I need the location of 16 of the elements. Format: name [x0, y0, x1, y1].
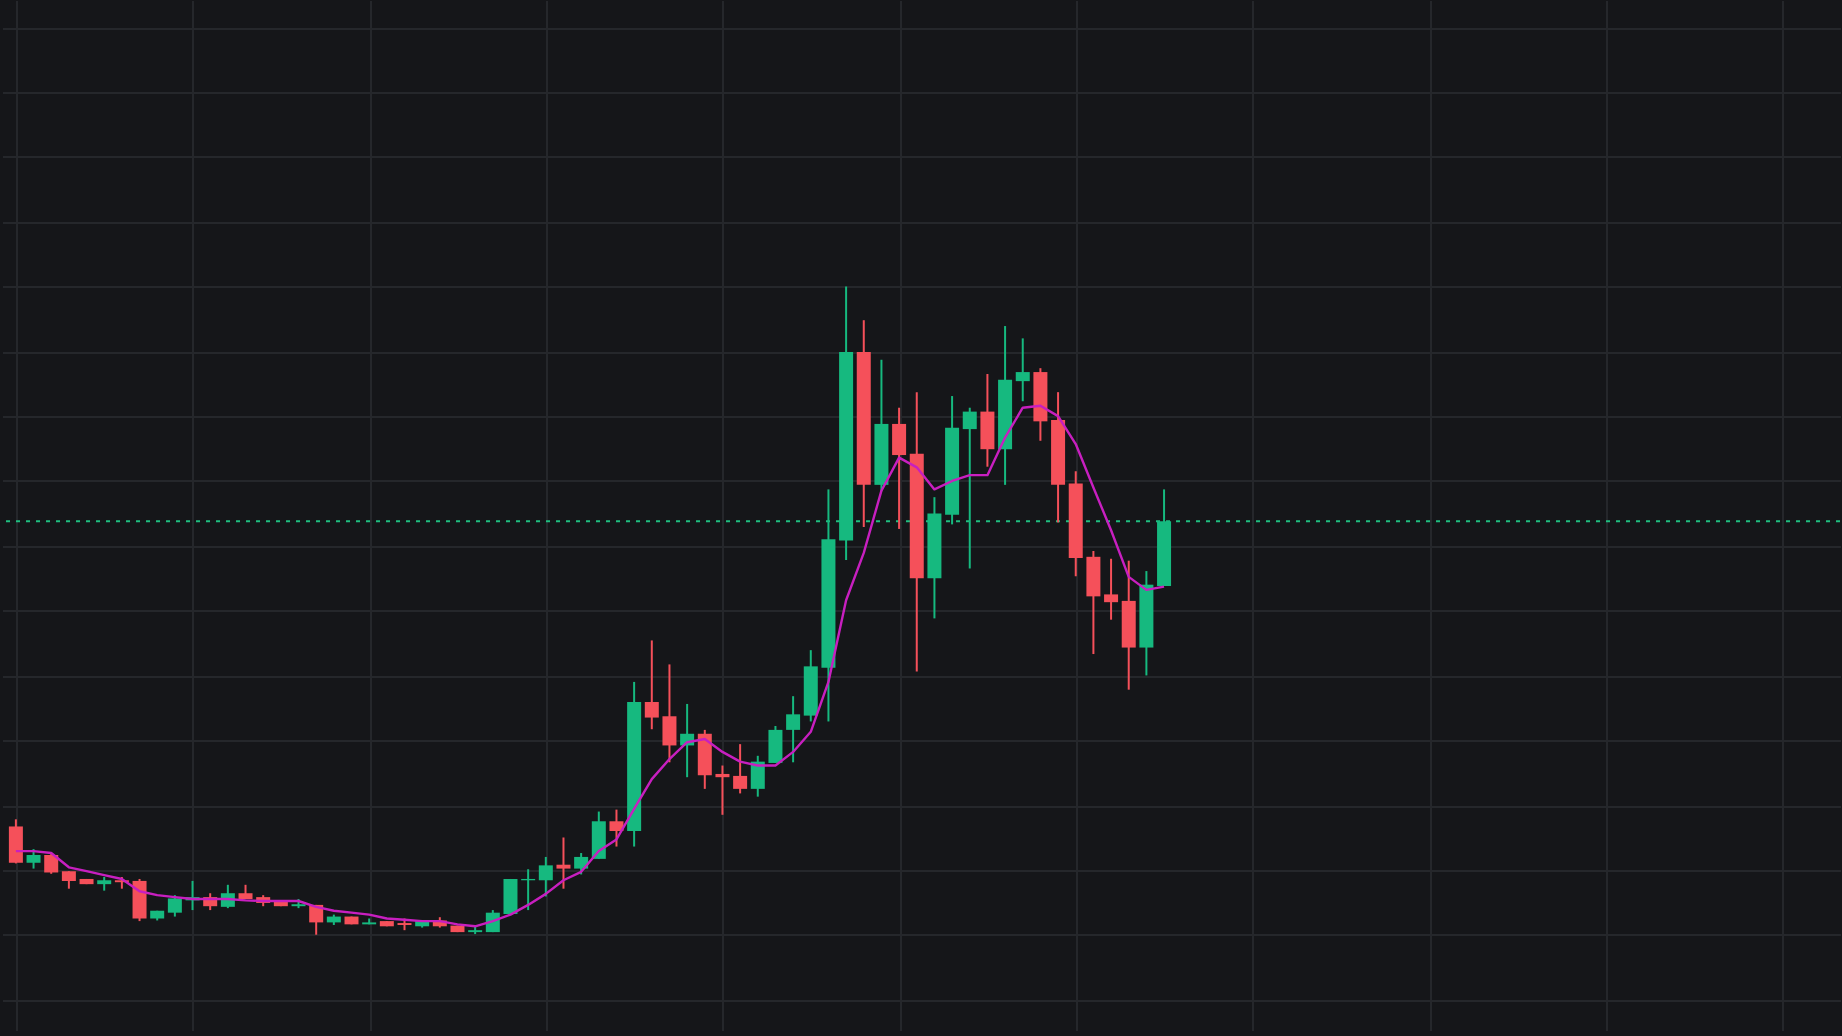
candlestick: [132, 877, 147, 923]
candlestick: [1104, 557, 1119, 621]
candlestick: [1121, 559, 1136, 691]
candlestick: [44, 852, 59, 875]
candlestick: [892, 406, 907, 530]
candlestick: [786, 695, 801, 764]
candlestick: [609, 808, 624, 848]
candlestick: [1015, 337, 1030, 403]
candlestick: [8, 818, 23, 865]
candlestick: [26, 848, 41, 870]
candlestick: [980, 373, 995, 468]
candlestick: [733, 743, 748, 795]
candlestick: [167, 894, 182, 918]
candlestick: [574, 852, 589, 876]
candlestick: [538, 855, 553, 898]
candlestick: [556, 836, 571, 890]
